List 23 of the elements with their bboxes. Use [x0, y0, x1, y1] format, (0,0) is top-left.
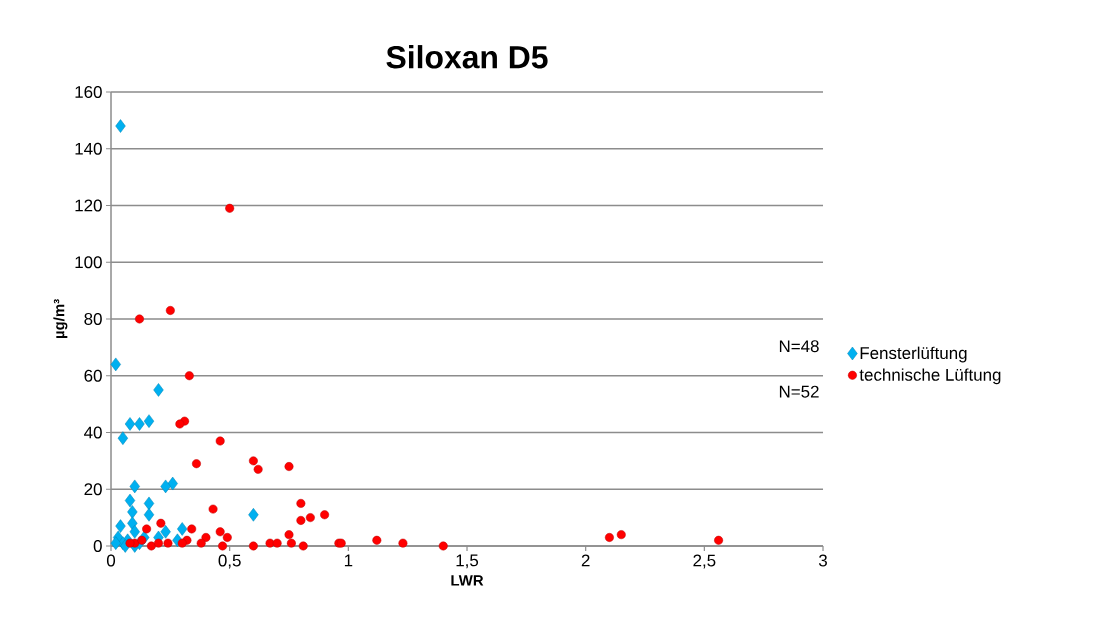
- y-tick-label: 0: [93, 539, 102, 552]
- y-tick-label: 40: [84, 426, 102, 439]
- y-tick-label: 80: [84, 312, 102, 325]
- legend-label: Fensterlüftung: [860, 346, 967, 363]
- y-tick-label: 120: [75, 199, 102, 212]
- x-tick-label: 0: [106, 554, 116, 567]
- x-tick-label: 1: [344, 554, 353, 567]
- y-tick-label: 60: [84, 369, 102, 382]
- y-tick-label: 100: [75, 256, 102, 269]
- annotation: N=52: [779, 385, 819, 398]
- x-tick-label: 2: [581, 554, 590, 567]
- chart-title: Siloxan D5: [386, 45, 548, 69]
- x-tick-label: 0,5: [218, 554, 241, 569]
- y-tick-label: 20: [84, 483, 102, 496]
- x-tick-label: 1,5: [456, 554, 479, 569]
- annotation: N=48: [779, 340, 819, 353]
- y-tick-label: 140: [75, 142, 102, 155]
- x-tick-label: 3: [818, 554, 827, 567]
- legend-label: technische Lüftung: [859, 368, 1001, 385]
- x-axis-title: LWR: [451, 575, 484, 586]
- y-tick-label: 160: [75, 85, 102, 98]
- y-axis-title: µg/m³: [53, 299, 68, 339]
- x-tick-label: 2,5: [693, 554, 716, 569]
